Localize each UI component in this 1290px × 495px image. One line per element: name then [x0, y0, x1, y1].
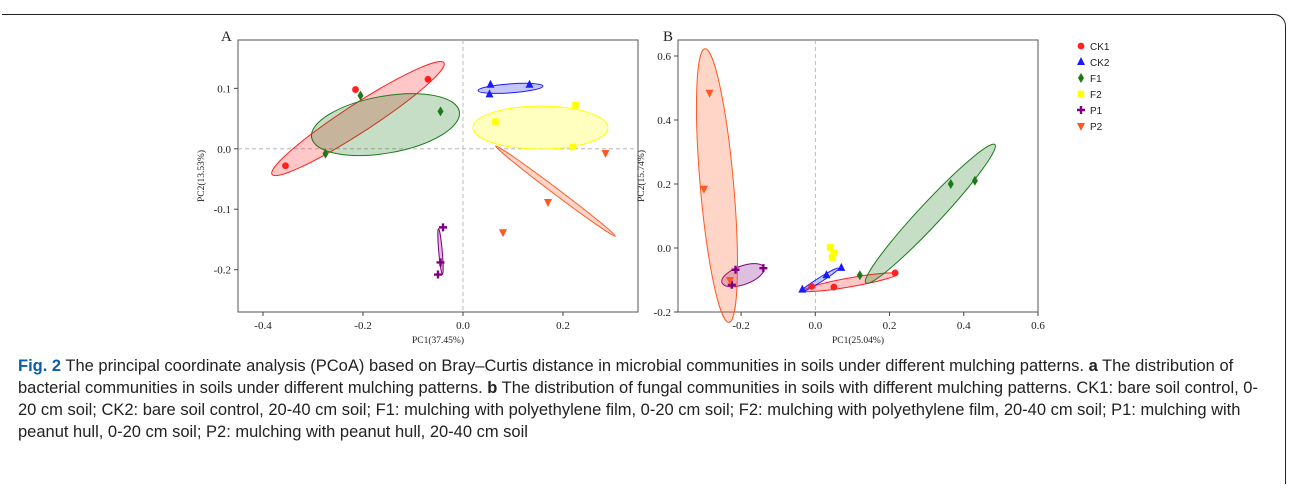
data-point-ck2 — [485, 89, 494, 98]
data-point-p2 — [725, 277, 734, 285]
data-point-p1 — [434, 270, 442, 279]
data-point-p1 — [439, 223, 447, 232]
x-tick-label: 0.0 — [456, 320, 470, 332]
data-point-ck1 — [808, 283, 816, 290]
figure-caption: Fig. 2 The principal coordinate analysis… — [18, 355, 1273, 443]
caption-part-b-text: The distribution of fungal communities i… — [18, 379, 1258, 441]
figure-label: Fig. 2 — [18, 357, 62, 375]
plot-frame — [237, 39, 639, 313]
confidence-ellipse-ck2 — [477, 82, 544, 94]
confidence-ellipse-f1 — [310, 93, 461, 157]
y-tick-label: -0.2 — [214, 265, 231, 277]
legend-marker-f1 — [1078, 73, 1084, 83]
y-tick-label: 0.0 — [657, 243, 671, 255]
x-tick-label: -0.2 — [354, 320, 371, 332]
y-tick-label: -0.2 — [654, 307, 671, 319]
data-point-ck1 — [352, 86, 359, 93]
confidence-ellipse-p2 — [695, 48, 738, 323]
data-point-ck2 — [822, 270, 831, 279]
data-point-ck1 — [282, 162, 289, 170]
data-point-p2 — [544, 198, 552, 207]
confidence-ellipse-ck1 — [271, 61, 445, 177]
x-axis-label: PC1(25.04%) — [832, 335, 884, 346]
data-point-f2 — [830, 249, 838, 257]
x-tick-label: 0.2 — [556, 320, 570, 332]
legend-label-f1: F1 — [1090, 74, 1102, 85]
confidence-ellipse-f1 — [864, 143, 996, 284]
data-point-f1 — [437, 106, 444, 117]
x-tick-label: -0.2 — [732, 320, 749, 332]
panel-a-letter: A — [221, 29, 232, 45]
data-point-ck2 — [486, 79, 495, 88]
data-point-f2 — [572, 101, 579, 109]
panel-b: -0.2 0.0 0.2 0.4 0.6 0.6 0.4 0.2 0.0 -0.2 PC1(25.0… — [636, 39, 1045, 346]
legend-label-f2: F2 — [1090, 90, 1102, 101]
figure-frame — [2, 14, 1286, 484]
pcoa-figure: -0.4 -0.2 0.0 0.2 0.1 0.0 -0.1 -0.2 PC1(37.45%) P… — [196, 29, 1110, 346]
panel-a: -0.4 -0.2 0.0 0.2 0.1 0.0 -0.1 -0.2 PC1(37.45%) P… — [196, 39, 639, 346]
confidence-ellipse-p2 — [495, 145, 616, 237]
data-point-f1 — [322, 148, 329, 159]
data-point-p2 — [601, 150, 610, 159]
y-tick-label: 0.6 — [657, 51, 671, 63]
caption-part-b-label: b — [487, 379, 498, 397]
data-point-ck2 — [798, 284, 807, 293]
x-tick-label: 0.6 — [1031, 320, 1045, 332]
y-tick-label: -0.1 — [214, 204, 231, 216]
data-point-ck1 — [891, 269, 899, 277]
data-point-f1 — [971, 175, 978, 186]
legend-marker-p1 — [1077, 106, 1085, 114]
data-point-f1 — [357, 90, 364, 101]
y-tick-label: 0.2 — [657, 179, 671, 191]
data-point-ck2 — [525, 79, 534, 88]
caption-part-a-text: The distribution of bacterial communitie… — [18, 357, 1234, 397]
data-point-f2 — [828, 254, 836, 261]
data-point-p1 — [731, 265, 740, 274]
data-point-p1 — [759, 264, 768, 273]
legend-label-ck2: CK2 — [1090, 58, 1110, 69]
legend-marker-ck2 — [1077, 57, 1085, 65]
data-point-p2 — [699, 185, 708, 194]
y-tick-label: 0.4 — [657, 115, 671, 127]
data-point-f2 — [569, 143, 577, 151]
data-point-p2 — [705, 89, 714, 98]
confidence-ellipse-p1 — [437, 228, 444, 275]
y-tick-label: 0.1 — [217, 83, 231, 95]
y-tick-label: 0.0 — [217, 144, 231, 156]
data-point-ck1 — [830, 283, 838, 291]
data-point-ck1 — [424, 75, 432, 83]
data-point-ck2 — [837, 262, 846, 271]
x-tick-label: 0.2 — [883, 320, 897, 332]
legend-label-ck1: CK1 — [1090, 42, 1110, 53]
y-axis-label: PC2(13.53%) — [196, 150, 207, 202]
x-tick-label: 0.4 — [957, 320, 971, 332]
confidence-ellipse-f2 — [472, 105, 609, 150]
data-point-f2 — [492, 118, 499, 125]
x-axis-label: PC1(37.45%) — [412, 335, 464, 346]
data-point-f1 — [856, 270, 863, 281]
legend-label-p1: P1 — [1090, 106, 1103, 117]
x-tick-label: -0.4 — [254, 320, 272, 332]
legend-label-p2: P2 — [1090, 122, 1103, 133]
legend-marker-p2 — [1077, 123, 1085, 131]
legend-marker-ck1 — [1077, 42, 1085, 50]
plot-frame — [677, 39, 1039, 313]
data-point-p1 — [436, 258, 445, 267]
legend-marker-f2 — [1077, 90, 1085, 98]
caption-title: The principal coordinate analysis (PCoA)… — [61, 357, 1089, 375]
data-point-f1 — [947, 179, 954, 189]
data-point-p1 — [727, 280, 736, 289]
y-axis-label: PC2(15.74%) — [636, 150, 647, 202]
x-tick-label: 0.0 — [808, 320, 822, 332]
data-point-p2 — [499, 229, 507, 238]
caption-part-a-label: a — [1088, 357, 1098, 375]
panel-b-letter: B — [663, 29, 673, 45]
data-point-f2 — [826, 244, 834, 251]
legend: CK1 CK2 F1 F2 P1 P2 — [1077, 42, 1110, 133]
